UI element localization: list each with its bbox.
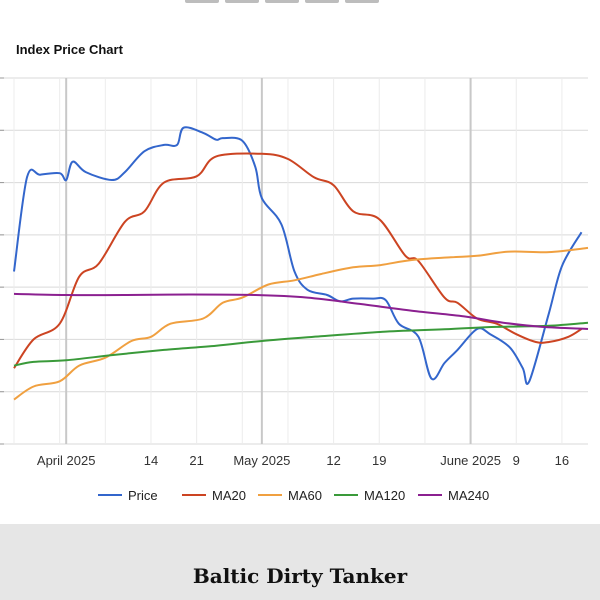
series-line-ma120 (13, 321, 589, 367)
top-tab[interactable] (185, 0, 219, 3)
series-line-price (13, 126, 583, 385)
legend-label-ma60: MA60 (288, 488, 322, 503)
footer-bar: Baltic Dirty Tanker (0, 524, 600, 600)
index-price-chart: April 2025 14 21 May 2025 12 19 June 2025 9 16 Pr… (0, 77, 589, 503)
series-line-ma60 (13, 246, 589, 401)
x-tick-label: 14 (144, 453, 158, 468)
top-tab-strip (185, 0, 379, 4)
x-tick-label: 19 (372, 453, 386, 468)
legend-label-ma20: MA20 (212, 488, 246, 503)
legend-label-ma120: MA120 (364, 488, 405, 503)
top-tab[interactable] (305, 0, 339, 3)
legend-label-price: Price (128, 488, 158, 503)
top-tab[interactable] (265, 0, 299, 3)
x-tick-label: 9 (513, 453, 520, 468)
chart-title: Index Price Chart (16, 42, 123, 57)
top-tab[interactable] (225, 0, 259, 3)
top-tab[interactable] (345, 0, 379, 3)
x-tick-label: May 2025 (233, 453, 290, 468)
x-tick-label: 16 (555, 453, 569, 468)
footer-title: Baltic Dirty Tanker (192, 564, 408, 588)
x-tick-label: 12 (326, 453, 340, 468)
series-line-ma240 (13, 292, 589, 330)
legend-label-ma240: MA240 (448, 488, 489, 503)
x-tick-label: April 2025 (37, 453, 96, 468)
series-line-ma20 (13, 152, 583, 369)
x-tick-label: 21 (189, 453, 203, 468)
x-tick-label: June 2025 (440, 453, 501, 468)
